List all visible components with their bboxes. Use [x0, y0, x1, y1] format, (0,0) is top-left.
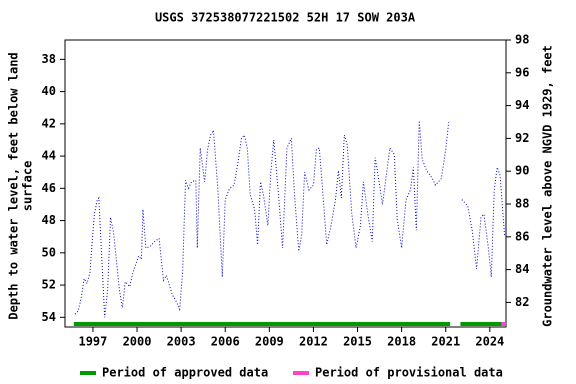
y2-axis-label: Groundwater level above NGVD 1929, feet	[541, 45, 555, 327]
y-tick-label: 50	[42, 245, 56, 259]
x-tick-label: 2009	[255, 335, 284, 349]
y2-tick-label: 86	[515, 229, 529, 243]
y-axis-label: surface	[21, 161, 35, 212]
y-tick-label: 42	[42, 116, 56, 130]
x-tick-label: 2021	[431, 335, 460, 349]
y2-tick-label: 98	[515, 33, 529, 47]
x-tick-label: 2015	[343, 335, 372, 349]
y-tick-label: 52	[42, 278, 56, 292]
period-bar	[501, 322, 506, 326]
x-tick-label: 2018	[387, 335, 416, 349]
x-tick-label: 1997	[78, 335, 107, 349]
y2-tick-label: 82	[515, 295, 529, 309]
y-tick-label: 38	[42, 52, 56, 66]
x-tick-label: 2012	[299, 335, 328, 349]
plot-frame	[64, 39, 507, 328]
x-tick-label: 2003	[167, 335, 196, 349]
y2-tick-label: 90	[515, 164, 529, 178]
x-tick-label: 2024	[475, 335, 504, 349]
y-tick-label: 40	[42, 84, 56, 98]
data-line	[74, 120, 506, 318]
y2-tick-label: 96	[515, 65, 529, 79]
chart-title: USGS 372538077221502 52H 17 SOW 203A	[155, 11, 416, 25]
y2-tick-label: 84	[515, 262, 529, 276]
y-tick-label: 54	[42, 310, 56, 324]
y2-tick-label: 92	[515, 131, 529, 145]
x-tick-label: 2000	[123, 335, 152, 349]
y2-tick-label: 94	[515, 98, 529, 112]
y2-tick-label: 88	[515, 197, 529, 211]
period-bar	[460, 322, 502, 326]
x-tick-label: 2006	[211, 335, 240, 349]
y-tick-label: 44	[42, 149, 56, 163]
legend-label: Period of provisional data	[315, 366, 503, 380]
y-tick-label: 46	[42, 181, 56, 195]
period-bar	[73, 322, 451, 326]
legend-label: Period of approved data	[102, 366, 268, 380]
y-axis-label: Depth to water level, feet below land	[7, 52, 21, 319]
y-tick-label: 48	[42, 213, 56, 227]
